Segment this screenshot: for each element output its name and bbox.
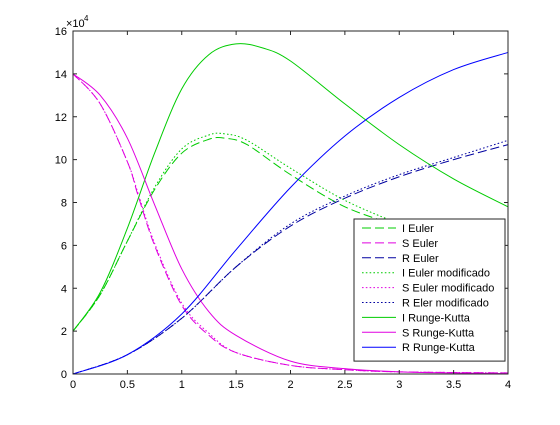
- y-tick-label: 4: [61, 283, 67, 295]
- legend: I Euler S Euler R Euler I Euler modificado S…: [353, 218, 506, 362]
- series-line-0: [72, 136, 400, 332]
- x-tick-label: 3: [396, 379, 402, 391]
- x-tick-label: 2.5: [337, 379, 352, 391]
- legend-label: I Runge-Kutta: [402, 312, 471, 324]
- y-tick-label: 14: [55, 69, 67, 81]
- x-tick-label: 0: [70, 379, 76, 391]
- x-tick-label: 3.5: [446, 379, 461, 391]
- series-line-8: [72, 51, 509, 375]
- legend-label: R Eler modificado: [402, 298, 489, 310]
- legend-label: I Euler modificado: [402, 268, 490, 280]
- y-tick-label: 6: [61, 240, 67, 252]
- legend-label: I Euler: [402, 223, 434, 235]
- y-multiplier-exponent: 4: [84, 14, 89, 23]
- series-line-4: [72, 73, 509, 374]
- ticks-layer: 0 0.5 1 1.5 2 2.5 3 3.5 4 0 2 4 6 8 10 12 14 16: [55, 26, 511, 391]
- y-multiplier: ×10 4: [66, 14, 89, 30]
- x-tick-label: 2: [287, 379, 293, 391]
- y-multiplier-base: ×10: [66, 18, 85, 30]
- legend-label: S Runge-Kutta: [402, 327, 475, 339]
- series-layer: [72, 43, 509, 375]
- series-line-5: [72, 139, 509, 375]
- legend-label: S Euler modificado: [402, 283, 494, 295]
- series-line-3: [72, 132, 400, 332]
- x-tick-label: 0.5: [120, 379, 135, 391]
- y-tick-label: 12: [55, 112, 67, 124]
- series-line-6: [72, 43, 509, 332]
- legend-label: S Euler: [402, 238, 438, 250]
- legend-label: R Euler: [402, 253, 439, 265]
- x-tick-label: 1.5: [228, 379, 243, 391]
- y-tick-label: 0: [61, 369, 67, 381]
- x-tick-label: 4: [505, 379, 511, 391]
- series-line-7: [72, 73, 509, 375]
- y-tick-label: 10: [55, 155, 67, 167]
- y-tick-label: 16: [55, 26, 67, 38]
- x-tick-label: 1: [179, 379, 185, 391]
- series-line-2: [72, 144, 509, 375]
- y-tick-label: 8: [61, 198, 67, 210]
- y-tick-label: 2: [61, 326, 67, 338]
- legend-label: R Runge-Kutta: [402, 342, 476, 354]
